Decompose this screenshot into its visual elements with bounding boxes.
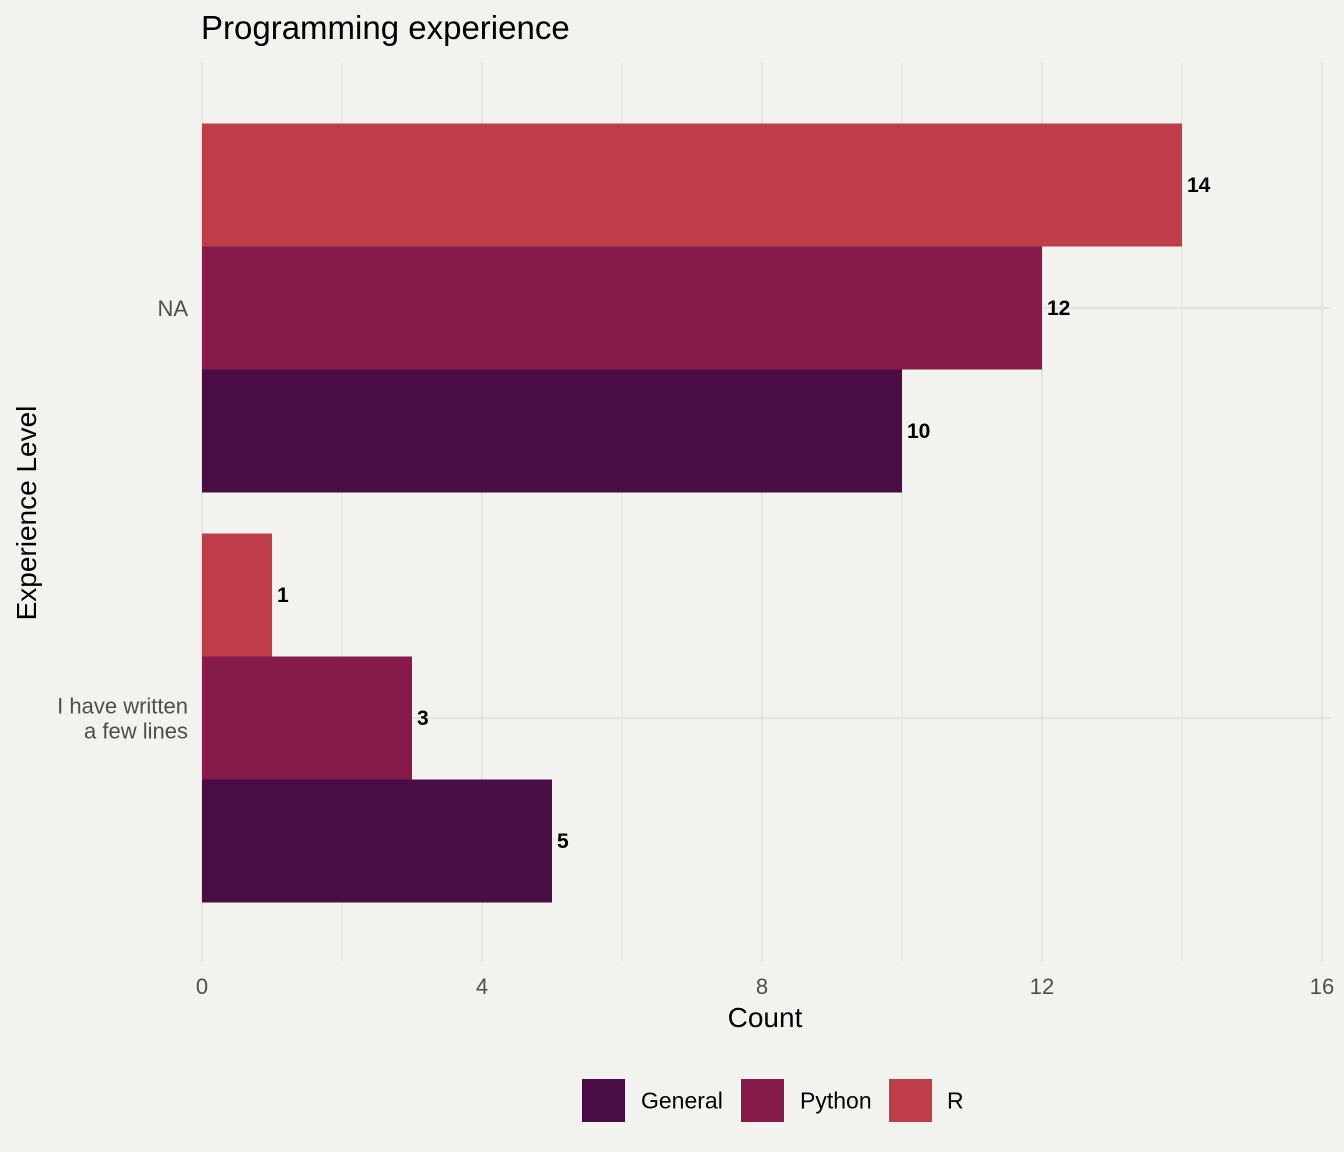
tick-labels: NA I have written a few lines 0 4 8 12 16 bbox=[57, 296, 1334, 999]
x-tick-label: 0 bbox=[196, 974, 208, 999]
legend-key-general bbox=[582, 1079, 625, 1122]
x-axis-title: Count bbox=[728, 1002, 803, 1033]
legend-label-general: General bbox=[641, 1088, 723, 1114]
legend-key-r bbox=[889, 1079, 932, 1122]
legend: General Python R bbox=[582, 1079, 964, 1122]
x-tick-label: 4 bbox=[476, 974, 488, 999]
chart-title: Programming experience bbox=[201, 9, 570, 46]
bar-python-1 bbox=[202, 246, 1042, 370]
data-label-python-2: 3 bbox=[417, 707, 429, 730]
bars bbox=[202, 123, 1182, 903]
bar-r-2 bbox=[202, 533, 272, 657]
bar-python-2 bbox=[202, 656, 412, 780]
data-label-r-2: 1 bbox=[277, 584, 289, 607]
legend-label-r: R bbox=[947, 1088, 964, 1114]
y-tick-label: NA bbox=[157, 296, 188, 321]
y-tick-label: I have written a few lines bbox=[57, 694, 188, 744]
data-label-general-1: 10 bbox=[907, 420, 930, 443]
data-label-python-1: 12 bbox=[1047, 297, 1070, 320]
data-label-general-2: 5 bbox=[557, 830, 569, 853]
x-tick-label: 16 bbox=[1310, 974, 1334, 999]
legend-key-python bbox=[741, 1079, 784, 1122]
y-axis-title: Experience Level bbox=[11, 406, 42, 621]
bar-general-1 bbox=[202, 369, 902, 493]
bar-r-1 bbox=[202, 123, 1182, 247]
bar-general-2 bbox=[202, 779, 552, 903]
data-labels: 10 12 14 5 3 1 bbox=[277, 174, 1211, 853]
legend-label-python: Python bbox=[800, 1088, 872, 1114]
x-tick-label: 8 bbox=[756, 974, 768, 999]
data-label-r-1: 14 bbox=[1187, 174, 1211, 197]
x-tick-label: 12 bbox=[1030, 974, 1054, 999]
